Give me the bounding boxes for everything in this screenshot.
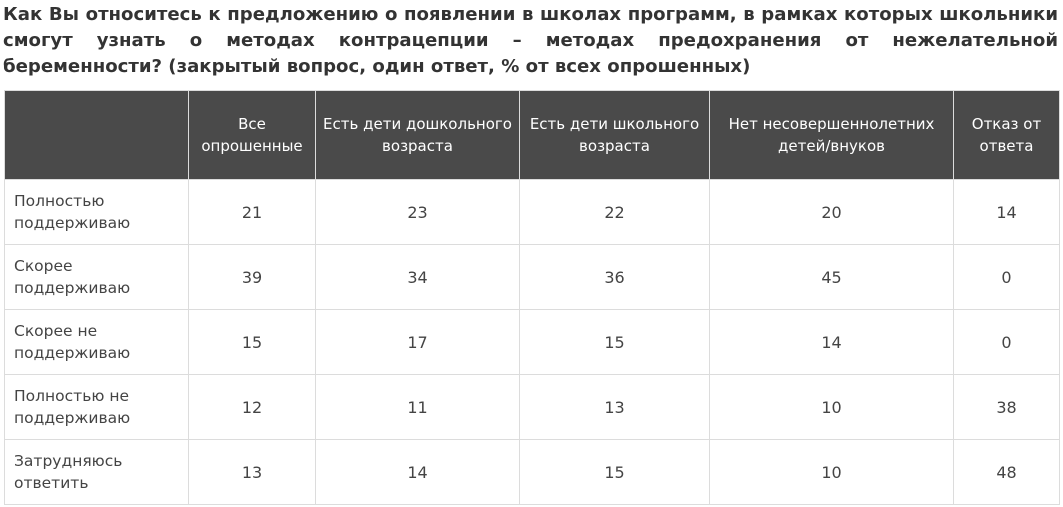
table-cell: 39 (188, 244, 316, 310)
table-cell: 23 (315, 179, 520, 245)
column-header-all-respondents: Все опрошенные (188, 90, 316, 180)
table-cell: 13 (188, 439, 316, 505)
table-cell: 0 (953, 309, 1060, 375)
table-cell: 10 (709, 439, 954, 505)
row-label: Полностью не поддерживаю (4, 374, 189, 440)
table-row: Полностью не поддерживаю 12 11 13 10 38 (4, 374, 1060, 440)
table-cell: 21 (188, 179, 316, 245)
column-header-school-children: Есть дети школьного возраста (519, 90, 710, 180)
table-cell: 34 (315, 244, 520, 310)
table-body: Полностью поддерживаю 21 23 22 20 14 Скорее по… (4, 179, 1060, 505)
header-row: Все опрошенные Есть дети дошкольного воз… (4, 90, 1060, 180)
table-cell: 15 (519, 439, 710, 505)
row-label: Полностью поддерживаю (4, 179, 189, 245)
table-cell: 45 (709, 244, 954, 310)
column-header-refused: Отказ от ответа (953, 90, 1060, 180)
table-cell: 12 (188, 374, 316, 440)
column-header-no-minors: Нет несовершеннолетних детей/внуков (709, 90, 954, 180)
table-row: Скорее не поддерживаю 15 17 15 14 0 (4, 309, 1060, 375)
column-header-blank (4, 90, 189, 180)
table-cell: 20 (709, 179, 954, 245)
survey-table: Все опрошенные Есть дети дошкольного воз… (4, 90, 1060, 505)
table-cell: 11 (315, 374, 520, 440)
table-cell: 22 (519, 179, 710, 245)
table-row: Скорее поддерживаю 39 34 36 45 0 (4, 244, 1060, 310)
table-cell: 15 (188, 309, 316, 375)
row-label: Затрудняюсь ответить (4, 439, 189, 505)
table-cell: 17 (315, 309, 520, 375)
table-cell: 48 (953, 439, 1060, 505)
table-cell: 14 (953, 179, 1060, 245)
table-row: Затрудняюсь ответить 13 14 15 10 48 (4, 439, 1060, 505)
table-cell: 10 (709, 374, 954, 440)
table-cell: 0 (953, 244, 1060, 310)
row-label: Скорее поддерживаю (4, 244, 189, 310)
column-header-preschool-children: Есть дети дошкольного возраста (315, 90, 520, 180)
chart-title: Как Вы относитесь к предложению о появле… (3, 4, 1058, 77)
table-cell: 15 (519, 309, 710, 375)
table-cell: 38 (953, 374, 1060, 440)
table-row: Полностью поддерживаю 21 23 22 20 14 (4, 179, 1060, 245)
row-label: Скорее не поддерживаю (4, 309, 189, 375)
table-cell: 14 (709, 309, 954, 375)
table-cell: 14 (315, 439, 520, 505)
table-cell: 36 (519, 244, 710, 310)
table-cell: 13 (519, 374, 710, 440)
